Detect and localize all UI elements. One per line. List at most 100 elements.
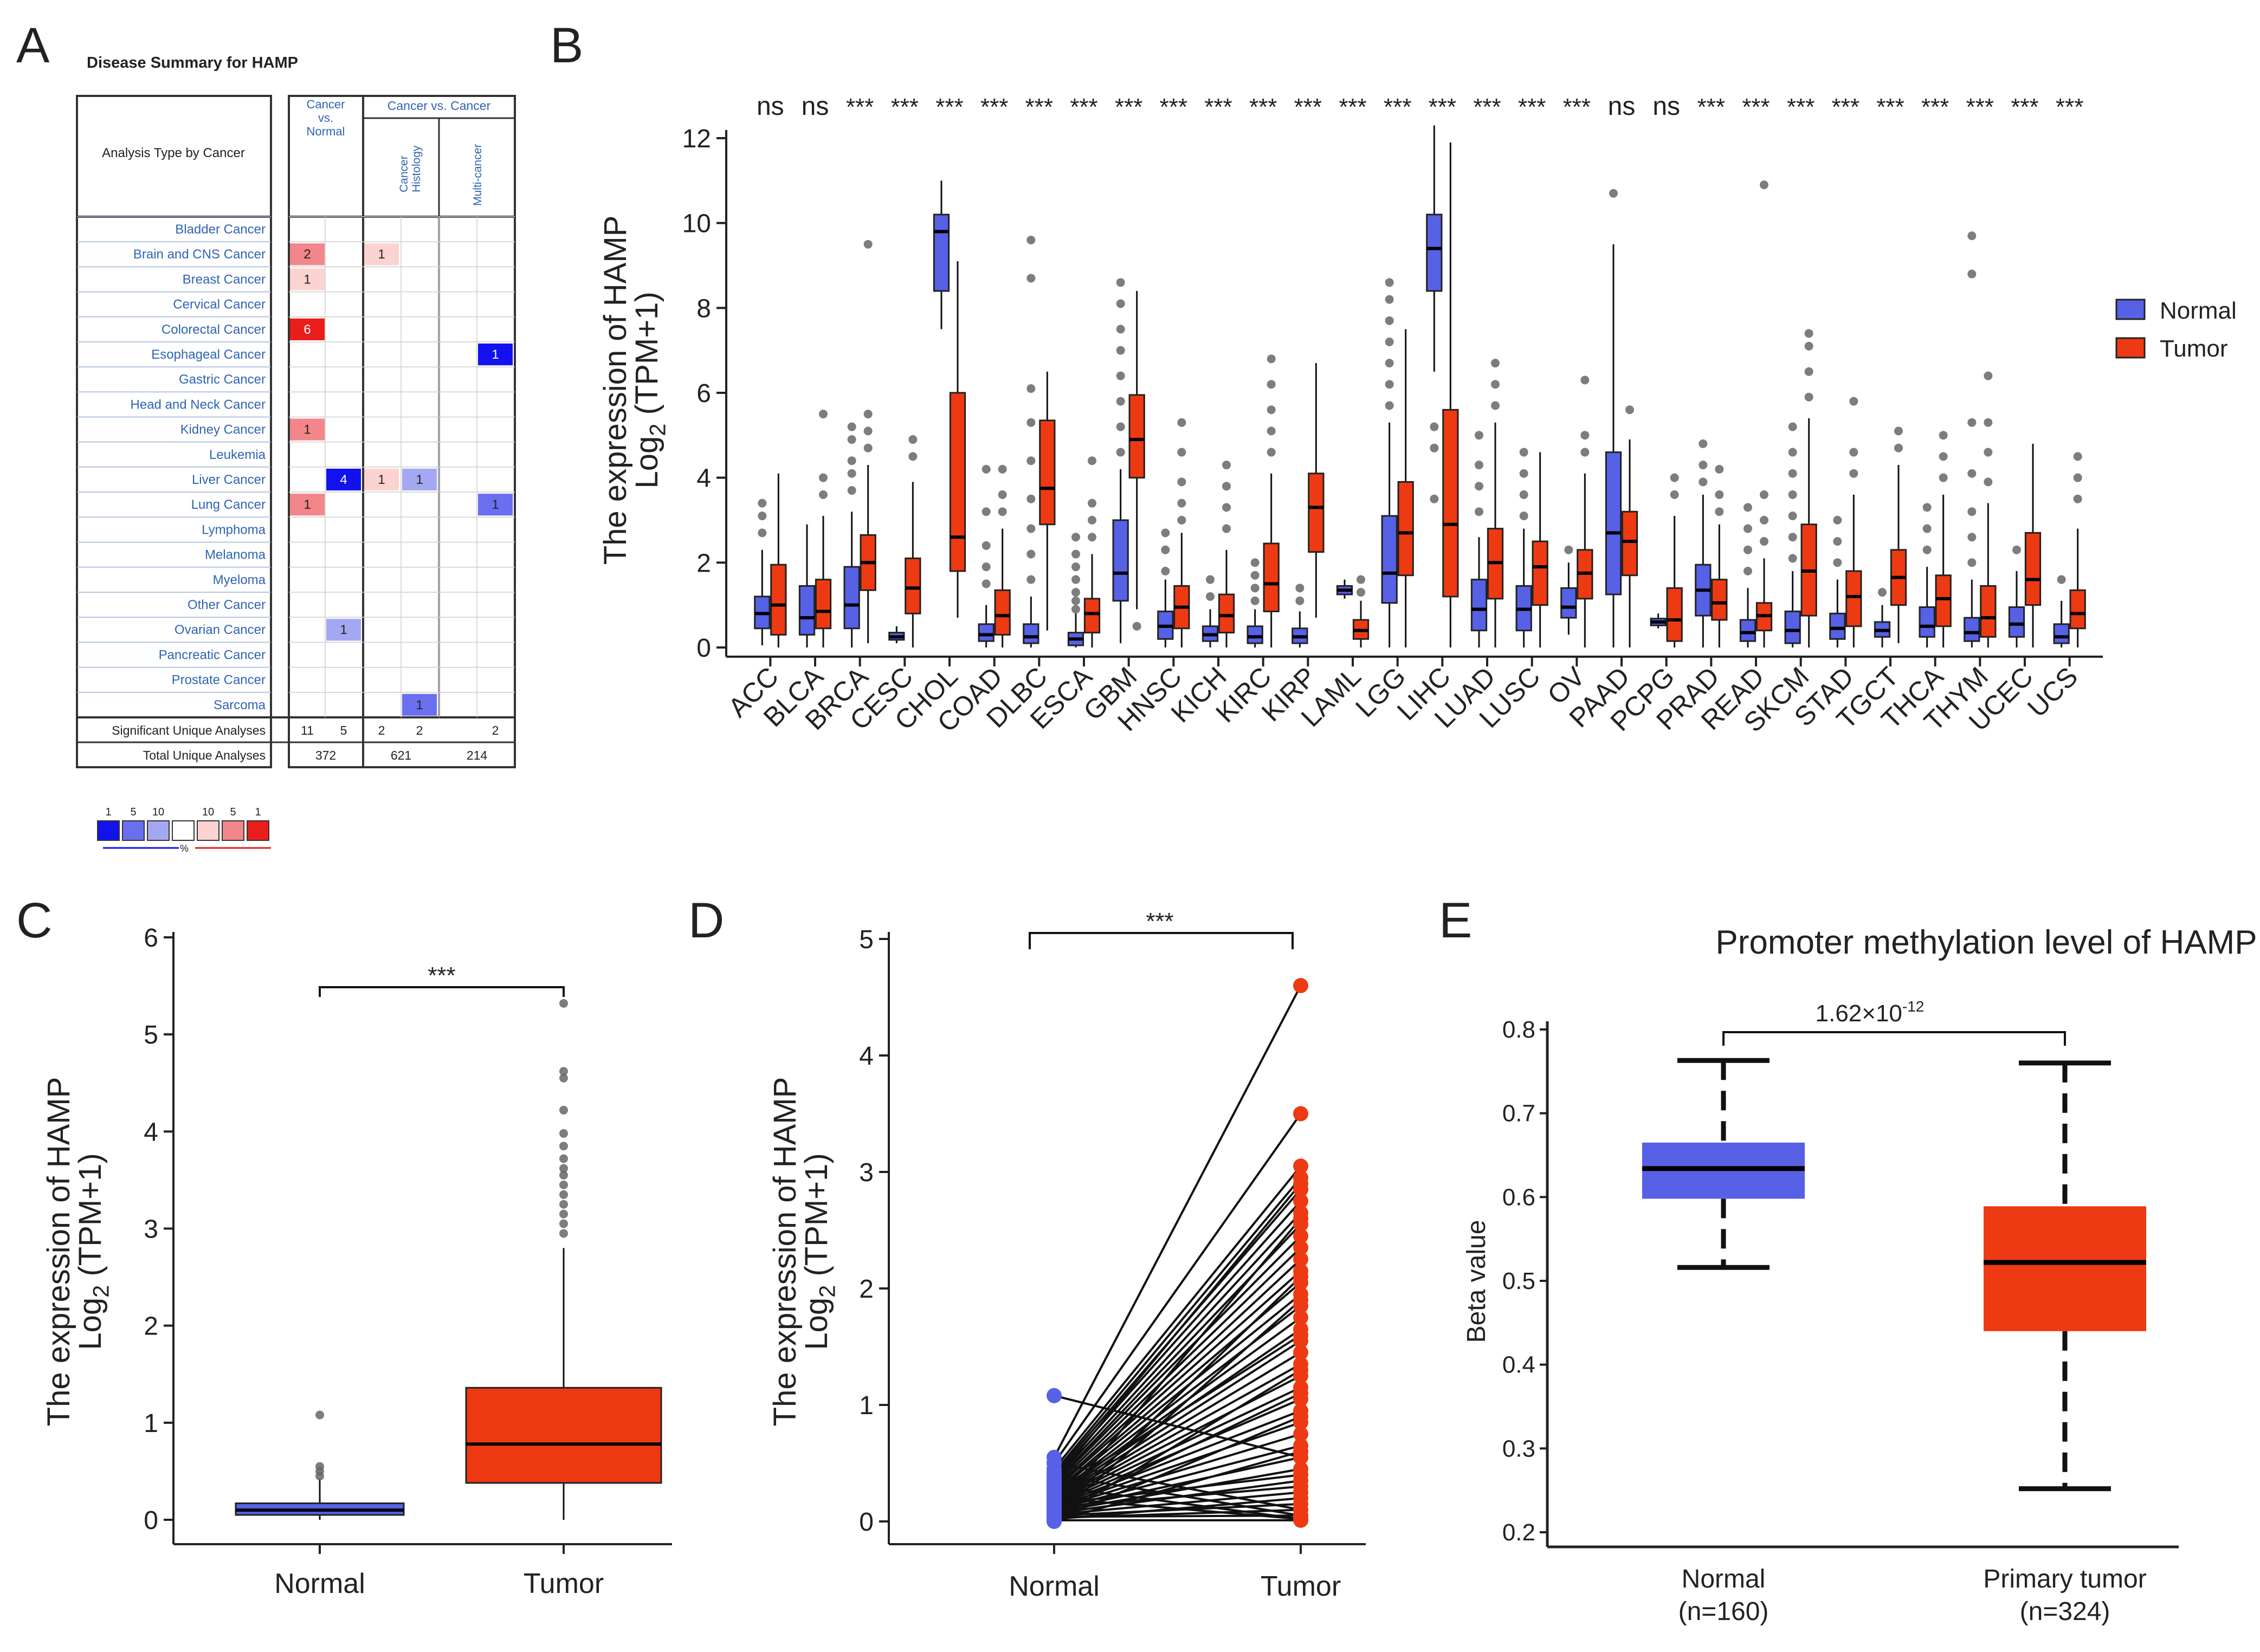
box-tumor-ucs-outlier [2073,473,2082,482]
box-normal-read-outlier [1743,567,1752,575]
significant-analyses-value: 2 [416,723,423,737]
box-tumor-thym-outlier [1984,418,1993,427]
box-tumor-kich-outlier [1222,524,1231,533]
legend-swatch [97,820,120,841]
legend-label-normal: Normal [2160,297,2237,324]
table-cell-value: 1 [416,698,423,712]
significance-label: *** [1921,94,1949,120]
row-label-cancer-type: Kidney Cancer [180,423,266,437]
box-tumor-thym-box [1980,585,1997,638]
p-value-exponent: -12 [1902,998,1924,1015]
box-tumor-stad-box [1845,570,1862,627]
box-tumor-thym-outlier [1984,477,1993,487]
box-tumor-kirc-outlier [1267,426,1276,436]
box-tumor-thca-box [1935,574,1952,627]
significance-label: *** [2011,94,2038,120]
box-normal-read-outlier [1743,524,1752,533]
legend-tick: 10 [202,806,214,818]
box-normal-kich-outlier [1205,592,1215,601]
row-label-cancer-type: Cervical Cancer [173,297,266,312]
box-normal-skcm-outlier [1788,490,1797,499]
legend-tick: 1 [105,806,111,818]
table-cell-value: 1 [492,347,499,362]
row-label-cancer-type: Melanoma [205,548,266,562]
box-normal-kich-outlier [1205,575,1215,584]
box-tumor-luad-outlier [1491,359,1500,368]
significance-bracket [319,986,565,997]
box-tumor-ov-outlier [1580,375,1590,385]
box-normal-ucs-outlier [2057,575,2066,584]
x-tick-label: UCS [2022,661,2083,723]
pair-line [1053,1276,1302,1517]
box-normal-lgg-outlier [1385,359,1394,368]
box-tumor-outlier [559,1164,568,1173]
y-axis-label-units: (TPM+1) [629,291,664,423]
pair-line [1053,1299,1302,1519]
significance-label: *** [1384,94,1411,120]
box-tumor-stad-outlier [1849,397,1858,406]
row-label-cancer-type: Prostate Cancer [172,673,266,688]
legend-swatch-normal [2115,299,2146,320]
box-normal-gbm-outlier [1116,278,1125,287]
point-tumor [1293,1106,1308,1122]
y-tick-label: 6 [696,379,711,408]
p-value-label: 1.62×10-12 [1816,998,1925,1027]
box-tumor-ucec-box [2024,532,2042,606]
table-cell [326,619,361,641]
box-tumor-kich-box [1218,593,1235,634]
box-normal-coad-outlier [982,541,991,550]
legend-tick: 5 [130,806,136,818]
y-tick-label: 0.5 [1502,1268,1535,1294]
row-label-cancer-type: Esophageal Cancer [151,347,266,362]
total-analyses-label: Total Unique Analyses [143,748,266,762]
box-tumor-ucs-box [2069,589,2086,630]
box-tumor-laml-outlier [1357,588,1366,597]
box-tumor-paad-outlier [1625,405,1635,414]
box-tumor-outlier [559,1073,568,1083]
table-cell [478,494,513,516]
box-tumor-acc-box [770,563,787,636]
box-tumor-kich-outlier [1222,482,1231,491]
box-tumor-hnsc-outlier [1177,448,1186,457]
point-tumor [1293,1269,1308,1285]
significance-label: *** [1146,908,1173,935]
box-normal-luad-outlier [1474,507,1483,516]
box-normal-brca-outlier [847,456,856,465]
y-axis-label-units: (TPM+1) [799,1153,834,1285]
table-left-frame [76,95,272,768]
box-normal-lgg-outlier [1385,401,1394,410]
box-normal-thym-outlier [1967,469,1977,478]
box-normal-prad-outlier [1699,477,1708,487]
box-tumor-laml-outlier [1357,575,1366,584]
significance-label: *** [1518,94,1546,120]
significance-label: *** [1966,94,1994,120]
pair-line [1053,1258,1302,1490]
box-normal-esca-outlier [1071,562,1080,572]
box-normal-prad-outlier [1699,439,1708,448]
box-normal-skcm-outlier [1788,554,1797,563]
box-tumor-kirc-outlier [1267,405,1276,414]
box-normal-gbm-outlier [1116,299,1125,308]
x-tick-label: Normal [1682,1565,1766,1593]
legend-percent: % [180,843,189,854]
point-tumor [1293,1491,1308,1506]
box-tumor-stad-outlier [1849,469,1858,478]
box-tumor-outlier [559,1219,568,1228]
panel-letter-b: B [550,18,583,73]
box-normal-chol-box [933,213,950,292]
box-tumor-lgg-box [1397,481,1414,576]
legend-label-tumor: Tumor [2160,335,2228,362]
table-cell [290,268,325,290]
box-tumor-chol-box [949,392,966,572]
table-group2-frame [362,95,516,768]
y-tick-label: 0 [859,1508,874,1537]
y-tick-label: 0 [144,1506,158,1535]
box-tumor-outlier [559,1209,568,1219]
sample-size-label: (n=160) [1678,1597,1769,1626]
box-tumor-hnsc-outlier [1177,418,1186,427]
box-normal-skcm-outlier [1788,422,1797,431]
box-normal-prad-outlier [1699,461,1708,470]
